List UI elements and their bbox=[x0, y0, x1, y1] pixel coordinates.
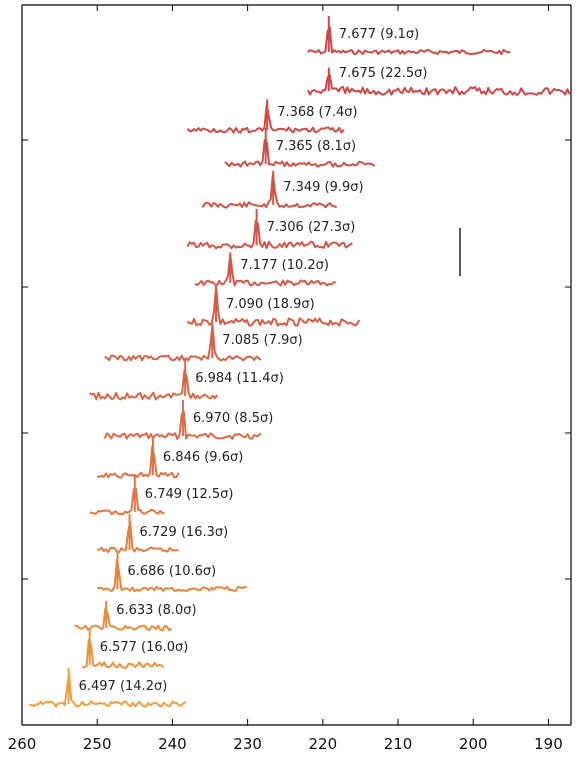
spectrum-label: 7.675 (22.5σ) bbox=[339, 66, 428, 81]
spectrum-line bbox=[89, 476, 165, 516]
spectrum-label: 7.365 (8.1σ) bbox=[276, 139, 356, 154]
x-tick-label: 230 bbox=[233, 735, 262, 753]
spectrum-line bbox=[307, 16, 511, 56]
x-tick-label: 250 bbox=[83, 735, 112, 753]
spectrum-label: 6.577 (16.0σ) bbox=[100, 640, 189, 655]
x-tick-label: 190 bbox=[534, 735, 563, 753]
spectra-layer: 7.677 (9.1σ) 7.675 (22.5σ) 7.368 (7.4σ) 7.3… bbox=[29, 16, 571, 708]
spectrum-label: 6.686 (10.6σ) bbox=[128, 564, 217, 579]
spectrum-label: 6.846 (9.6σ) bbox=[163, 450, 243, 465]
spectrum-label: 6.497 (14.2σ) bbox=[79, 679, 168, 694]
spectrum-line bbox=[186, 99, 345, 134]
spectrum-line bbox=[97, 514, 179, 554]
spectrum-label: 7.306 (27.3σ) bbox=[267, 220, 356, 235]
spectrum-line bbox=[89, 360, 219, 401]
spectrum-label: 7.090 (18.9σ) bbox=[226, 297, 315, 312]
spectrum-line bbox=[103, 400, 262, 440]
spectrum-line bbox=[97, 553, 247, 593]
spectrum-line bbox=[194, 252, 336, 287]
spectrum-label: 6.633 (8.0σ) bbox=[116, 603, 196, 618]
x-tick-label: 210 bbox=[384, 735, 413, 753]
spectrum-label: 7.177 (10.2σ) bbox=[240, 258, 329, 273]
x-ticks: 260 250 240 230 220 210 200 190 bbox=[8, 5, 563, 753]
spectrum-label: 7.349 (9.9σ) bbox=[283, 180, 363, 195]
spectrum-line bbox=[224, 128, 376, 168]
axes-layer bbox=[21, 4, 572, 726]
spectrum-line bbox=[74, 601, 172, 632]
spectrum-line bbox=[81, 629, 165, 669]
x-tick-label: 200 bbox=[459, 735, 488, 753]
spectrum-label: 6.970 (8.5σ) bbox=[193, 411, 273, 426]
spectrum-label: 7.677 (9.1σ) bbox=[339, 27, 419, 42]
spectrum-label: 7.085 (7.9σ) bbox=[222, 333, 302, 348]
spectrum-label: 6.749 (12.5σ) bbox=[145, 487, 234, 502]
spectrum-line bbox=[29, 668, 187, 708]
spectrum-label: 7.368 (7.4σ) bbox=[277, 105, 357, 120]
spectrum-line bbox=[104, 322, 262, 362]
x-tick-label: 220 bbox=[309, 735, 338, 753]
spectrum-line bbox=[186, 285, 361, 327]
x-tick-label: 260 bbox=[8, 735, 37, 753]
spectrum-label: 6.729 (16.3σ) bbox=[140, 525, 229, 540]
x-tick-label: 240 bbox=[158, 735, 187, 753]
spectrum-label: 6.984 (11.4σ) bbox=[195, 371, 284, 386]
spectrum-line bbox=[306, 67, 571, 97]
spectrum-line bbox=[201, 170, 338, 209]
spectrum-line bbox=[186, 209, 353, 250]
spectrum-line bbox=[96, 439, 180, 479]
